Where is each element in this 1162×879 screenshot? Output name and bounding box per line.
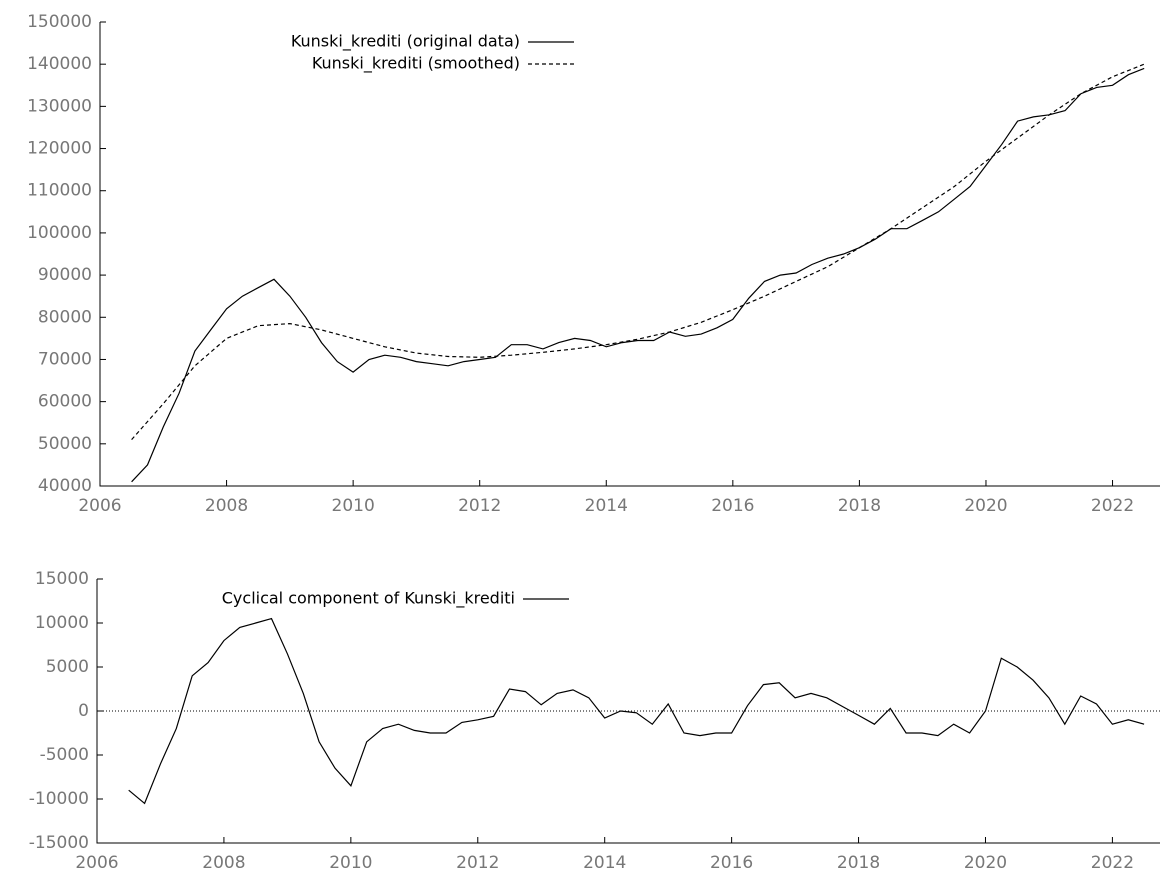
y-tick-label: 5000 (46, 657, 89, 677)
y-tick-label: 140000 (27, 54, 92, 74)
y-tick-label: 15000 (35, 569, 89, 589)
x-tick-label: 2022 (1091, 496, 1134, 516)
x-tick-label: 2010 (332, 496, 375, 516)
x-tick-label: 2020 (964, 496, 1007, 516)
legend-label: Kunski_krediti (smoothed) (312, 54, 520, 74)
x-tick-label: 2018 (837, 853, 880, 873)
y-tick-label: 80000 (38, 307, 92, 327)
x-tick-label: 2010 (329, 853, 372, 873)
y-tick-label: 40000 (38, 476, 92, 496)
series-line (131, 63, 1145, 440)
y-tick-label: 10000 (35, 613, 89, 633)
y-tick-label: 150000 (27, 12, 92, 32)
x-tick-label: 2006 (78, 496, 121, 516)
y-tick-label: 110000 (27, 181, 92, 201)
x-tick-label: 2014 (583, 853, 626, 873)
series-line (131, 67, 1145, 483)
x-tick-label: 2012 (456, 853, 499, 873)
x-tick-label: 2022 (1091, 853, 1134, 873)
y-tick-label: 60000 (38, 392, 92, 412)
y-tick-label: 50000 (38, 434, 92, 454)
y-tick-label: 0 (78, 701, 89, 721)
y-tick-label: 120000 (27, 139, 92, 159)
x-tick-label: 2008 (205, 496, 248, 516)
x-tick-label: 2016 (710, 853, 753, 873)
x-tick-label: 2016 (711, 496, 754, 516)
x-tick-label: 2018 (838, 496, 881, 516)
y-tick-label: -5000 (40, 745, 89, 765)
x-tick-label: 2020 (964, 853, 1007, 873)
y-tick-label: -15000 (29, 833, 89, 853)
x-tick-label: 2006 (75, 853, 118, 873)
legend-label: Cyclical component of Kunski_krediti (222, 589, 515, 609)
y-tick-label: 100000 (27, 223, 92, 243)
y-tick-label: 70000 (38, 349, 92, 369)
y-tick-label: 90000 (38, 265, 92, 285)
x-tick-label: 2012 (458, 496, 501, 516)
y-tick-label: -10000 (29, 789, 89, 809)
legend-label: Kunski_krediti (original data) (291, 32, 520, 52)
axis-frame (99, 22, 1160, 487)
y-tick-label: 130000 (27, 96, 92, 116)
x-tick-label: 2008 (202, 853, 245, 873)
x-tick-label: 2014 (585, 496, 628, 516)
series-line (128, 617, 1145, 805)
